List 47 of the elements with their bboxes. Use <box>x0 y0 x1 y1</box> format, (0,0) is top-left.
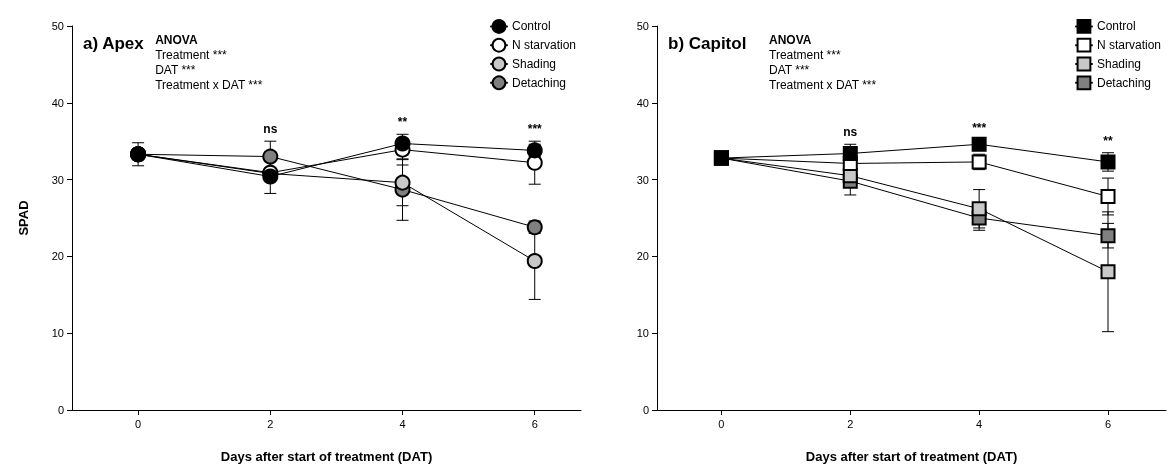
y-tick-label: 20 <box>636 250 649 263</box>
y-tick-label: 0 <box>642 404 649 416</box>
legend-label: Control <box>511 19 551 34</box>
y-tick-label: 10 <box>51 327 64 340</box>
text: a) Apex <box>83 34 145 53</box>
y-tick-label: 40 <box>636 96 649 109</box>
legend-label: Detaching <box>1096 75 1152 90</box>
x-axis-title: Days after start of treatment (DAT) <box>220 449 433 464</box>
x-tick-label: 4 <box>976 417 983 430</box>
y-tick-label: 50 <box>636 20 649 32</box>
x-tick-label: 6 <box>1104 417 1112 430</box>
y-tick-label: 0 <box>57 404 64 416</box>
x-tick-label: 6 <box>531 417 538 430</box>
annotation: ** <box>397 115 408 130</box>
legend-label: Detaching <box>511 75 567 90</box>
x-tick-label: 0 <box>135 417 142 430</box>
y-tick-label: 50 <box>51 20 64 32</box>
legend-label: Shading <box>1096 57 1142 71</box>
x-tick-label: 0 <box>718 417 725 430</box>
legend-label: N starvation <box>1096 38 1162 53</box>
annotation: DAT *** <box>769 63 810 77</box>
annotation: ns <box>263 122 278 137</box>
y-tick-label: 40 <box>51 96 64 109</box>
y-tick-label: 30 <box>636 173 649 186</box>
annotation: ** <box>1103 133 1114 148</box>
y-tick-label: 30 <box>51 173 64 186</box>
y-axis-title: SPAD <box>16 200 31 236</box>
text: b) Capitol <box>668 34 747 53</box>
x-axis-title: Days after start of treatment (DAT) <box>805 449 1018 464</box>
x-tick-label: 4 <box>399 417 406 430</box>
annotation: Treatment *** <box>155 48 228 62</box>
annotation: *** <box>972 120 987 135</box>
annotation: Treatment x DAT *** <box>769 78 877 92</box>
x-tick-label: 2 <box>267 417 274 430</box>
x-tick-label: 2 <box>847 417 854 430</box>
y-tick-label: 10 <box>636 327 649 340</box>
annotation: Treatment *** <box>769 48 841 62</box>
legend-label: Shading <box>511 57 557 71</box>
annotation: *** <box>527 122 543 137</box>
annotation: ns <box>843 125 858 140</box>
legend-label: N starvation <box>511 38 577 53</box>
annotation: ANOVA <box>155 33 198 47</box>
annotation: DAT *** <box>155 63 196 77</box>
annotation: Treatment x DAT *** <box>155 78 263 92</box>
y-tick-label: 20 <box>51 250 64 263</box>
annotation: ANOVA <box>769 33 812 47</box>
legend-label: Control <box>1096 19 1136 34</box>
